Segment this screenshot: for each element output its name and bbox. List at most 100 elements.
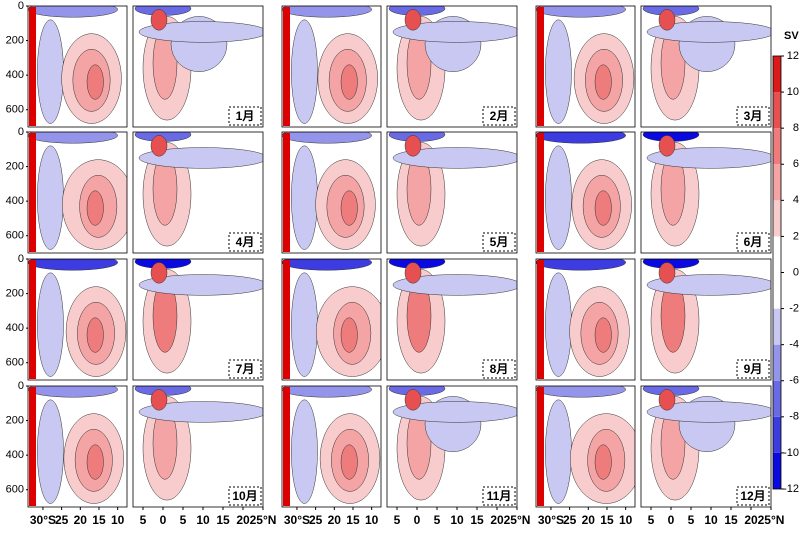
x-tick-label: 10 — [111, 513, 125, 527]
contour-region — [658, 389, 676, 411]
subpanel — [641, 259, 771, 380]
contour-region — [28, 386, 118, 398]
subpanel — [536, 259, 635, 380]
x-tick-label: 20 — [490, 513, 504, 527]
frame — [535, 131, 636, 254]
panel: 1月 — [27, 5, 264, 128]
contour-region — [594, 317, 612, 353]
x-tick-label: 0 — [414, 513, 421, 527]
y-tick-label: 200 — [6, 414, 24, 426]
x-tick-label: 25 — [55, 513, 69, 527]
contour-region — [658, 9, 676, 31]
contour-region — [37, 145, 64, 250]
frame — [640, 385, 772, 508]
y-tick-label: 200 — [6, 160, 24, 172]
contour-region — [86, 444, 104, 480]
x-tick-label: 20 — [744, 513, 758, 527]
x-tick-label: 30°S — [538, 513, 564, 527]
month-label: 7月 — [236, 362, 255, 376]
frame — [535, 258, 636, 381]
contour-region — [536, 259, 626, 271]
month-label: 1月 — [236, 109, 255, 123]
contour-region — [646, 274, 771, 296]
frame — [27, 258, 128, 381]
frame — [386, 5, 518, 128]
colorbar-tick-label: 10 — [787, 86, 799, 98]
contour-region — [340, 190, 358, 226]
contour-region — [28, 132, 118, 144]
panel: 7月 — [27, 258, 264, 381]
frame — [132, 258, 264, 381]
land-mask — [537, 387, 544, 506]
colorbar-bin — [773, 164, 781, 201]
land-mask — [29, 133, 36, 252]
x-tick-label: 15 — [92, 513, 106, 527]
colorbar-bin — [773, 236, 781, 273]
panel: 6月 — [535, 131, 772, 254]
contour-region — [594, 444, 612, 480]
y-tick-label: 0 — [18, 126, 24, 138]
contour-region — [536, 386, 626, 398]
contour-region — [392, 274, 517, 296]
month-box — [482, 106, 516, 126]
land-mask — [283, 387, 290, 506]
frame — [281, 258, 382, 381]
contour-region — [282, 386, 372, 398]
contour-region — [291, 19, 318, 124]
x-tick-label: 15 — [470, 513, 484, 527]
x-tick-label: 5 — [394, 513, 401, 527]
y-tick-label: 400 — [6, 69, 24, 81]
colorbar-tick-label: 6 — [793, 158, 799, 170]
land-mask — [283, 260, 290, 379]
x-tick-label: 25 — [563, 513, 577, 527]
contour-region — [658, 262, 676, 284]
y-tick-label: 400 — [6, 449, 24, 461]
month-box — [736, 106, 770, 126]
colorbar-tick-label: -2 — [789, 302, 799, 314]
contour-region — [150, 389, 168, 411]
panel: 2月 — [281, 5, 518, 128]
colorbar-tick-label: 12 — [787, 50, 799, 62]
x-tick-label: 15 — [346, 513, 360, 527]
contour-region — [37, 272, 64, 377]
contour-region — [545, 272, 572, 377]
land-mask — [537, 133, 544, 252]
contour-region — [86, 64, 104, 100]
month-label: 3月 — [744, 109, 763, 123]
colorbar-tick-label: 4 — [793, 194, 799, 206]
month-box — [228, 106, 262, 126]
panel: 3月 — [535, 5, 772, 128]
land-mask — [29, 7, 36, 126]
contour-region — [545, 19, 572, 124]
month-label: 10月 — [232, 489, 257, 503]
month-box — [736, 486, 770, 506]
month-box — [482, 359, 516, 379]
frame — [386, 258, 518, 381]
x-tick-label: 25°N — [250, 513, 277, 527]
colorbar-bin — [773, 200, 781, 237]
frame — [281, 385, 382, 508]
month-box — [736, 232, 770, 252]
colorbar-bin — [773, 128, 781, 165]
x-tick-label: 25°N — [758, 513, 785, 527]
panel: 9月 — [535, 258, 772, 381]
contour-region — [291, 145, 318, 250]
land-mask — [29, 387, 36, 506]
contour-region — [646, 21, 771, 43]
colorbar-label: SV — [784, 30, 799, 42]
frame — [535, 5, 636, 128]
x-tick-label: 20 — [74, 513, 88, 527]
contour-region — [646, 401, 771, 423]
month-label: 11月 — [487, 489, 512, 503]
month-box — [736, 359, 770, 379]
colorbar-bin — [773, 380, 781, 417]
contour-region — [28, 6, 118, 18]
month-label: 4月 — [236, 235, 255, 249]
contour-region — [150, 9, 168, 31]
colorbar-bin — [773, 416, 781, 453]
x-tick-label: 30°S — [284, 513, 310, 527]
month-label: 5月 — [490, 235, 509, 249]
frame — [132, 131, 264, 254]
subpanel — [28, 6, 127, 127]
colorbar-bin — [773, 344, 781, 381]
